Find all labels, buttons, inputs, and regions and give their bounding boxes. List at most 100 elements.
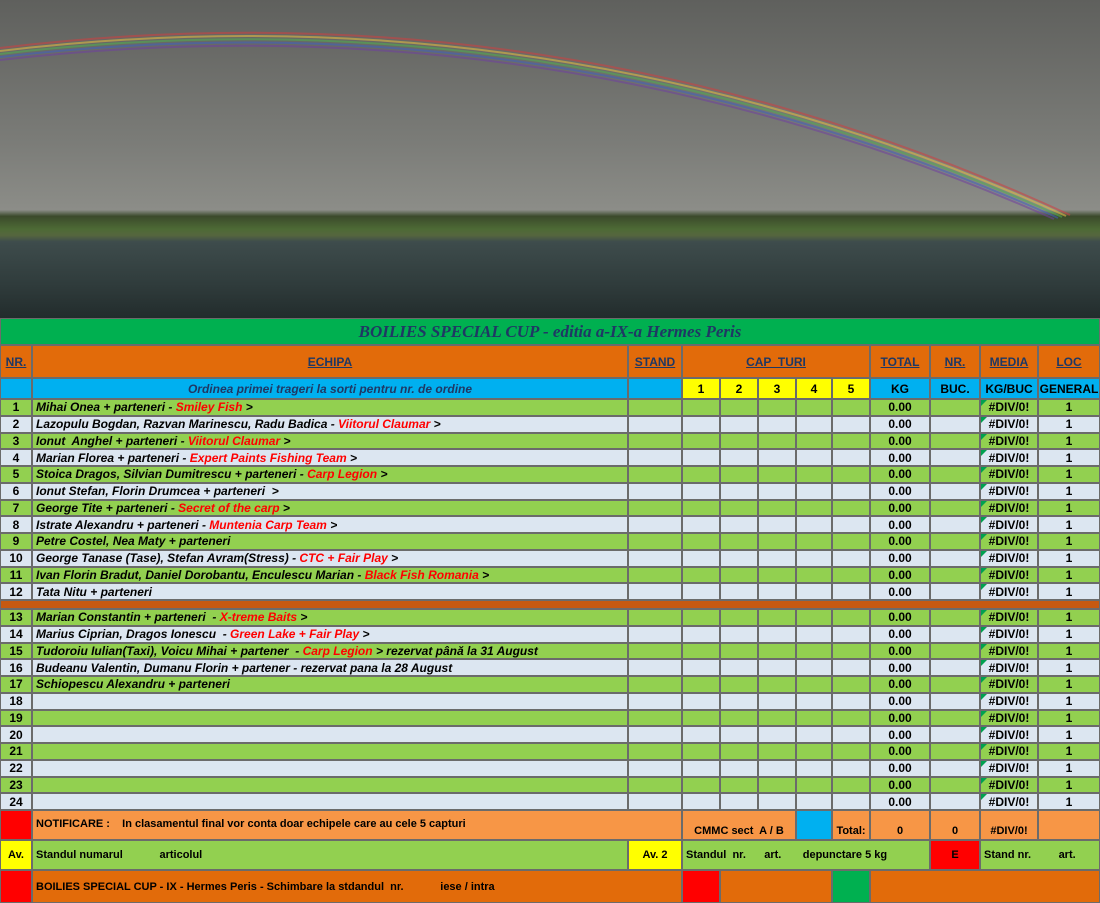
cell <box>628 659 682 676</box>
cell <box>930 659 980 676</box>
team: Tudoroiu Iulian(Taxi), Voicu Mihai + par… <box>32 642 628 660</box>
cell <box>628 642 682 660</box>
team-text: Marian Florea + parteneri - <box>36 450 190 465</box>
col-header: NR. <box>930 345 980 378</box>
cell <box>758 499 796 517</box>
cell <box>796 692 832 710</box>
cell <box>758 625 796 643</box>
row-number: 6 <box>0 482 32 500</box>
team-text: X-treme Baits <box>219 610 298 625</box>
team-text: Marian Constantin + parteneri - <box>36 610 220 625</box>
team-text: Carp Legion <box>302 643 373 658</box>
cell <box>832 399 870 416</box>
cell <box>628 432 682 450</box>
row-number: 5 <box>0 466 32 483</box>
cell <box>720 466 758 483</box>
cell <box>832 466 870 483</box>
team-text: George Tite + parteneri - <box>36 500 179 515</box>
row-number: 15 <box>0 642 32 660</box>
team <box>32 726 628 743</box>
team-text: Tudoroiu Iulian(Taxi), Voicu Mihai + par… <box>36 643 303 658</box>
loc: 1 <box>1038 466 1100 483</box>
col-header: NR. <box>0 345 32 378</box>
cell <box>796 466 832 483</box>
cell <box>930 583 980 600</box>
loc: 1 <box>1038 499 1100 517</box>
cell <box>682 676 720 693</box>
cell <box>628 549 682 567</box>
cell <box>720 709 758 727</box>
loc: 1 <box>1038 399 1100 416</box>
row-number: 11 <box>0 566 32 584</box>
subheader: KG/BUC <box>980 378 1038 399</box>
cell <box>796 482 832 500</box>
cell <box>832 609 870 626</box>
cell <box>758 432 796 450</box>
team-text: George Tanase (Tase), Stefan Avram(Stres… <box>36 551 300 566</box>
cell <box>930 625 980 643</box>
team: Lazopulu Bogdan, Razvan Marinescu, Radu … <box>32 415 628 433</box>
cell <box>796 516 832 533</box>
team: Stoica Dragos, Silvian Dumitrescu + part… <box>32 466 628 483</box>
cell <box>758 776 796 794</box>
total-kg: 0.00 <box>870 659 930 676</box>
cell <box>682 533 720 550</box>
cell <box>832 482 870 500</box>
av: Av. <box>0 840 32 870</box>
cell <box>758 642 796 660</box>
cell <box>832 625 870 643</box>
cell <box>758 549 796 567</box>
loc: 1 <box>1038 676 1100 693</box>
loc: 1 <box>1038 432 1100 450</box>
cell <box>720 432 758 450</box>
cell <box>796 676 832 693</box>
loc: 1 <box>1038 516 1100 533</box>
row-number: 22 <box>0 759 32 777</box>
cell <box>720 793 758 810</box>
cmmc: CMMC sect A / B <box>682 810 796 840</box>
team-text: > <box>430 417 441 432</box>
cell <box>832 692 870 710</box>
row-number: 16 <box>0 659 32 676</box>
cell <box>930 482 980 500</box>
cell <box>832 549 870 567</box>
team-text: > <box>297 610 308 625</box>
row-number: 19 <box>0 709 32 727</box>
cell <box>682 793 720 810</box>
media: #DIV/0! <box>980 609 1038 626</box>
media: #DIV/0! <box>980 415 1038 433</box>
cell <box>628 709 682 727</box>
media: #DIV/0! <box>980 676 1038 693</box>
cell <box>930 776 980 794</box>
cell <box>832 793 870 810</box>
cell <box>682 549 720 567</box>
team: Istrate Alexandru + parteneri - Muntenia… <box>32 516 628 533</box>
media: #DIV/0! <box>980 499 1038 517</box>
team-text: > <box>387 551 399 566</box>
row-number: 2 <box>0 415 32 433</box>
cell <box>758 692 796 710</box>
total-kg: 0.00 <box>870 793 930 810</box>
team-text: Budeanu Valentin, Dumanu Florin + parten… <box>36 660 453 675</box>
total-label: Total: <box>832 810 870 840</box>
team: Schiopescu Alexandru + parteneri <box>32 676 628 693</box>
cell <box>682 583 720 600</box>
cell <box>628 609 682 626</box>
cell <box>720 499 758 517</box>
cell <box>796 776 832 794</box>
cell <box>832 659 870 676</box>
cell <box>796 583 832 600</box>
cell <box>0 378 32 399</box>
row-number: 1 <box>0 399 32 416</box>
cell <box>758 676 796 693</box>
cell <box>930 709 980 727</box>
team-text: Expert Paints Fishing Team <box>189 450 347 465</box>
title: BOILIES SPECIAL CUP - editia a-IX-a Herm… <box>0 318 1100 345</box>
cell <box>720 625 758 643</box>
e-label: E <box>930 840 980 870</box>
loc: 1 <box>1038 759 1100 777</box>
cell <box>796 759 832 777</box>
cell <box>758 482 796 500</box>
media: #DIV/0! <box>980 583 1038 600</box>
team-text: Carp Legion <box>307 467 378 482</box>
